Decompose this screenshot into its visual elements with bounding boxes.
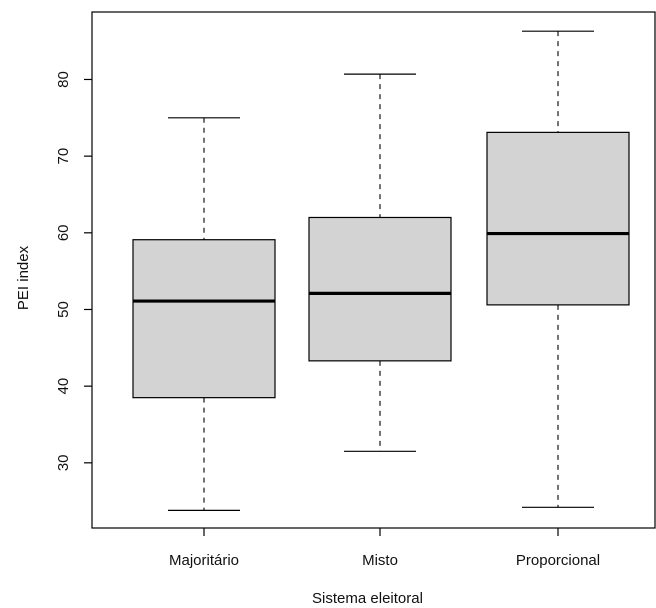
x-tick-label: Proporcional [516, 552, 600, 569]
iqr-box [308, 216, 452, 362]
x-tick-label: Misto [362, 552, 398, 569]
y-tick-label: 80 [55, 71, 72, 88]
y-axis-label: PEI index [15, 245, 32, 310]
y-axis: 30 40 50 60 70 80 [55, 71, 92, 471]
boxplot-group [486, 30, 630, 508]
boxplot-group [308, 73, 452, 452]
iqr-box [486, 131, 630, 306]
x-axis: Majoritário Misto Proporcional [169, 528, 600, 569]
y-tick-label: 40 [55, 378, 72, 395]
y-tick-label: 60 [55, 224, 72, 241]
boxes-layer [132, 30, 630, 511]
y-tick-label: 50 [55, 301, 72, 318]
plot-frame [91, 11, 656, 529]
y-tick-label: 30 [55, 454, 72, 471]
x-tick-label: Majoritário [169, 552, 239, 569]
iqr-box [132, 239, 276, 399]
y-tick-label: 70 [55, 148, 72, 165]
boxplot-group [132, 117, 276, 511]
x-axis-label: Sistema eleitoral [312, 590, 423, 607]
